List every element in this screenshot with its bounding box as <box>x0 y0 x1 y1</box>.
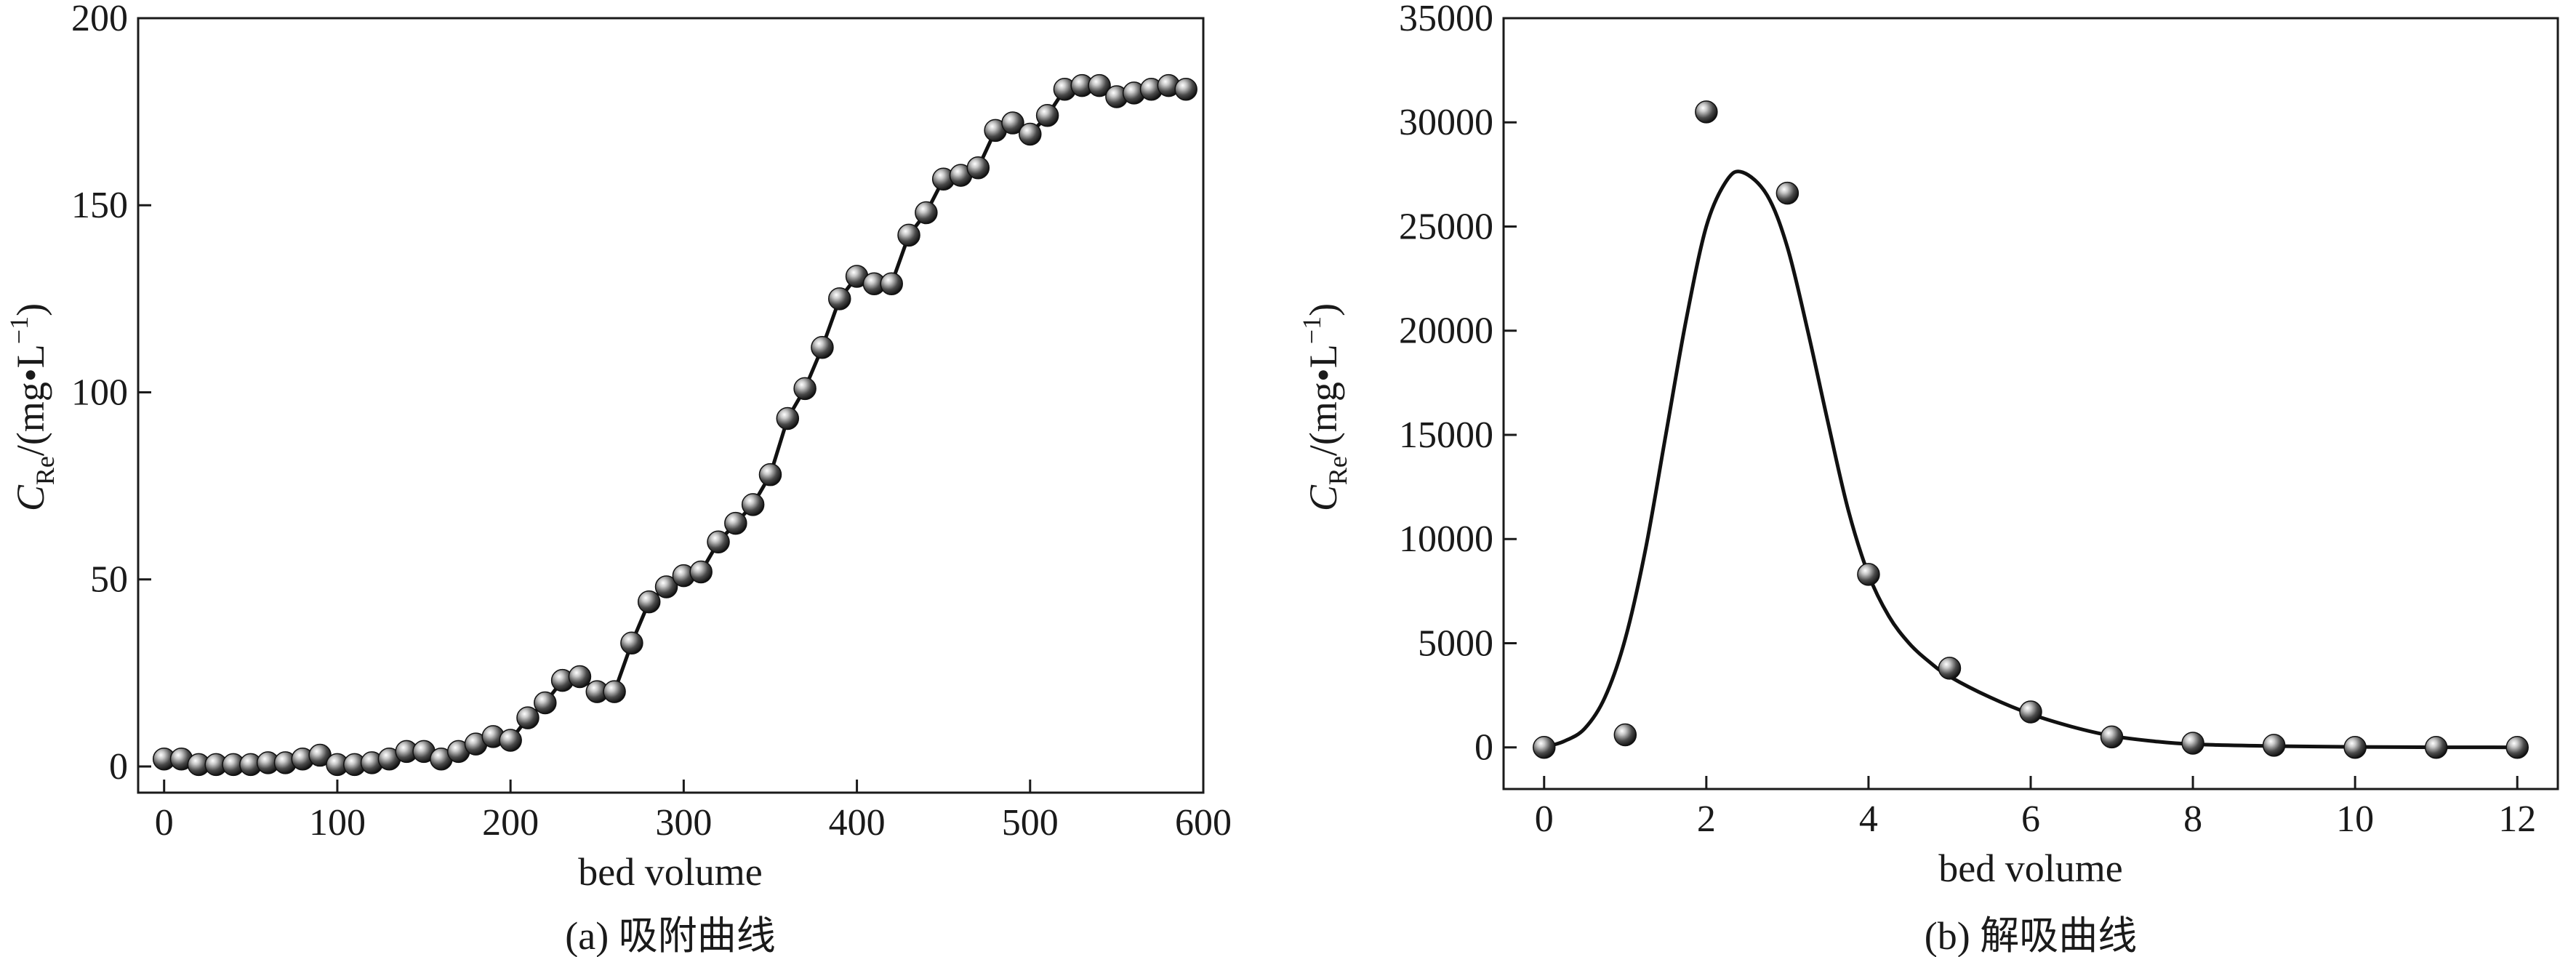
x-tick-label: 2 <box>1697 798 1716 840</box>
data-point <box>1533 735 1556 759</box>
x-tick-label: 200 <box>482 802 539 844</box>
x-tick-label: 6 <box>2021 798 2040 840</box>
y-tick-label: 0 <box>1474 727 1493 769</box>
curve-a <box>164 84 1187 766</box>
data-point <box>793 377 816 401</box>
data-point <box>966 156 990 180</box>
y-tick-label: 35000 <box>1399 0 1493 39</box>
caption-a: (a) 吸附曲线 <box>565 914 775 957</box>
data-point <box>534 691 557 715</box>
y-tick-label: 20000 <box>1399 311 1493 352</box>
data-point <box>1088 73 1111 97</box>
data-point <box>2100 725 2124 749</box>
data-point <box>1775 181 1799 205</box>
x-tick-label: 300 <box>655 802 712 844</box>
data-point <box>2424 735 2448 759</box>
x-tick-label: 10 <box>2336 798 2374 840</box>
data-point <box>568 665 592 689</box>
data-point <box>620 631 643 654</box>
series-line <box>1544 169 2518 750</box>
points-b <box>1533 100 2529 759</box>
data-point <box>499 729 522 752</box>
data-point <box>637 590 661 614</box>
panel-a: 0 100 200 300 400 500 600 0 50 100 150 200 CRe/(mg•… <box>4 0 1232 957</box>
data-point <box>724 511 747 535</box>
data-point <box>689 560 713 584</box>
data-point <box>2019 700 2042 724</box>
data-point <box>1019 122 1042 146</box>
data-point <box>2262 734 2286 757</box>
data-point <box>2181 732 2204 755</box>
data-point <box>654 575 678 598</box>
data-point <box>915 201 938 225</box>
plot-frame-b <box>1502 17 2559 790</box>
data-point <box>603 680 626 703</box>
curve-b <box>1544 169 2518 750</box>
y-axis-label-a: CRe/(mg•L−1) <box>4 303 60 511</box>
data-point <box>1001 111 1024 135</box>
data-point <box>1174 78 1197 101</box>
x-tick-label: 400 <box>829 802 886 844</box>
x-tick-label: 0 <box>155 802 174 844</box>
data-point <box>811 336 834 359</box>
x-tick-label: 500 <box>1002 802 1059 844</box>
data-point <box>2505 735 2529 759</box>
data-point <box>897 223 920 247</box>
data-point <box>707 530 730 554</box>
y-tick-label: 200 <box>71 0 128 39</box>
y-tick-label: 25000 <box>1399 206 1493 247</box>
points-a <box>152 73 1197 777</box>
x-tick-label: 12 <box>2498 798 2536 840</box>
x-tick-label: 0 <box>1535 798 1554 840</box>
data-point <box>741 493 765 516</box>
series-line <box>164 84 1187 766</box>
plot-frame-a <box>137 17 1205 794</box>
y-tick-label: 0 <box>109 746 128 788</box>
ticks-a: 0 100 200 300 400 500 600 0 50 100 150 200 <box>71 0 1232 844</box>
data-point <box>776 407 800 431</box>
data-point <box>2343 735 2367 759</box>
y-axis-label-b: CRe/(mg•L−1) <box>1297 303 1352 511</box>
data-point <box>1035 104 1059 127</box>
data-point <box>1695 100 1718 124</box>
data-point <box>516 706 539 729</box>
ticks-b: 0 2 4 6 8 10 12 0 5000 10000 15000 20000 25000 30000 3… <box>1399 0 2536 840</box>
y-tick-label: 30000 <box>1399 102 1493 143</box>
y-tick-label: 50 <box>90 559 128 601</box>
y-tick-label: 15000 <box>1399 415 1493 456</box>
y-tick-label: 100 <box>71 372 128 413</box>
data-point <box>758 463 782 486</box>
data-point <box>1938 657 1962 680</box>
caption-b: (b) 解吸曲线 <box>1925 914 2137 957</box>
data-point <box>1613 723 1637 747</box>
x-tick-label: 600 <box>1175 802 1232 844</box>
y-tick-label: 150 <box>71 185 128 226</box>
x-tick-label: 100 <box>309 802 366 844</box>
y-tick-label: 10000 <box>1399 518 1493 560</box>
x-axis-label-a: bed volume <box>578 850 762 894</box>
x-axis-label-b: bed volume <box>1938 846 2122 890</box>
data-point <box>880 272 903 296</box>
x-tick-label: 4 <box>1859 798 1878 840</box>
data-point <box>828 287 851 311</box>
data-point <box>1857 563 1880 586</box>
x-tick-label: 8 <box>2183 798 2202 840</box>
panel-b: 0 2 4 6 8 10 12 0 5000 10000 15000 20000 25000 30000 3… <box>1297 0 2559 957</box>
y-tick-label: 5000 <box>1418 622 1493 664</box>
